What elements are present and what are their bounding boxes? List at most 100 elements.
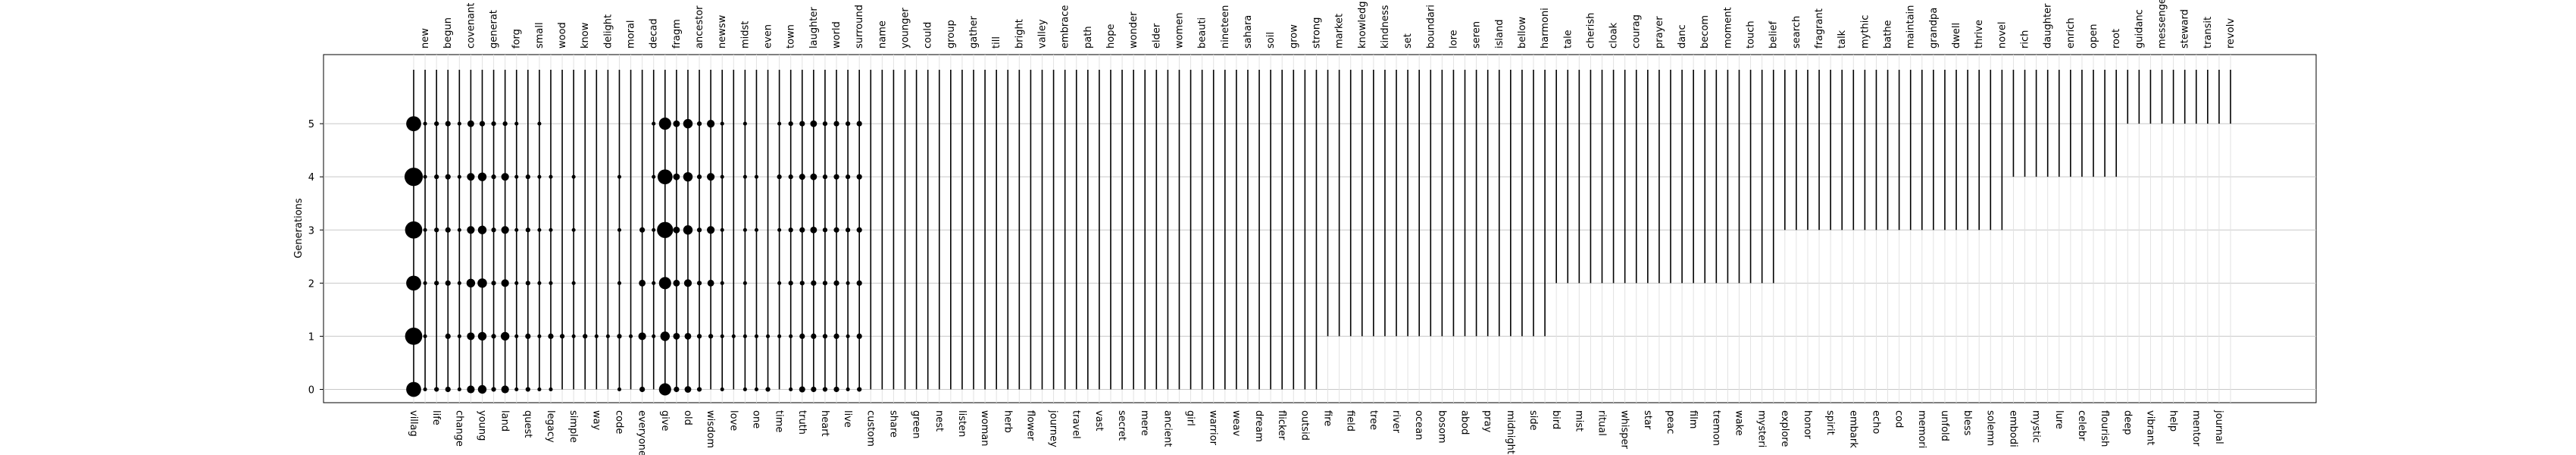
bottom-word-label: pray — [1482, 410, 1493, 433]
bottom-word-label: everyone — [636, 410, 648, 455]
bottom-word-label: lure — [2053, 410, 2065, 429]
top-word-label: talk — [1837, 30, 1848, 49]
word-dot — [491, 387, 496, 392]
word-dot — [514, 281, 519, 285]
word-dot — [683, 225, 693, 235]
word-dot — [423, 281, 427, 285]
word-dot — [467, 173, 475, 181]
word-dot — [657, 221, 674, 238]
word-dot — [652, 121, 656, 126]
top-word-label: kindness — [1380, 5, 1391, 49]
top-word-label: island — [1494, 20, 1505, 49]
bottom-word-label: woman — [979, 410, 990, 446]
top-word-label: danc — [1677, 24, 1688, 49]
word-dot — [549, 281, 553, 285]
top-word-label: till — [991, 36, 1002, 49]
top-word-label: could — [923, 22, 934, 49]
word-dot — [720, 121, 724, 126]
word-dot — [434, 174, 439, 180]
top-word-label: grow — [1288, 24, 1299, 49]
word-dot — [571, 281, 576, 285]
word-dot — [696, 174, 702, 180]
word-dot — [537, 121, 542, 126]
word-dot — [405, 328, 423, 345]
bottom-word-label: time — [774, 410, 785, 432]
word-dot — [658, 118, 671, 130]
bottom-word-label: film — [1687, 410, 1699, 428]
bottom-word-label: unfold — [1939, 410, 1950, 441]
y-tick-label: 0 — [308, 384, 314, 396]
word-dot — [617, 174, 622, 179]
word-dot — [684, 332, 692, 340]
top-word-label: covenant — [465, 3, 477, 49]
word-dot — [605, 334, 610, 338]
top-word-label: fragrant — [1814, 8, 1825, 49]
word-dot — [799, 281, 805, 286]
top-word-label: delight — [602, 14, 614, 49]
top-word-label: cloak — [1608, 22, 1620, 49]
top-word-label: novel — [1996, 22, 2008, 49]
word-dot — [525, 228, 530, 233]
word-dot — [549, 174, 553, 179]
word-dot — [660, 331, 671, 341]
bottom-word-label: mist — [1573, 410, 1584, 431]
word-dot — [799, 227, 805, 233]
word-dot — [822, 228, 828, 233]
word-dot — [833, 280, 839, 286]
bottom-word-label: secret — [1116, 410, 1127, 441]
top-word-label: moral — [626, 20, 637, 49]
word-dot — [674, 386, 680, 393]
bottom-word-label: solemn — [1984, 410, 1996, 446]
word-dot — [537, 334, 542, 338]
word-dot — [696, 334, 702, 339]
word-dot — [617, 228, 622, 232]
bottom-word-label: explore — [1779, 410, 1790, 447]
bottom-word-label: travel — [1071, 410, 1082, 439]
bottom-word-label: journey — [1048, 410, 1059, 447]
bottom-word-label: bless — [1962, 410, 1973, 436]
top-word-label: path — [1083, 26, 1094, 49]
word-dot — [754, 174, 758, 179]
word-dot — [491, 334, 496, 339]
word-dot — [406, 116, 421, 131]
top-word-label: maintain — [1905, 5, 1917, 49]
top-word-label: name — [877, 20, 888, 49]
top-word-label: moment — [1722, 7, 1733, 49]
word-dot — [683, 171, 693, 182]
word-dot — [423, 228, 427, 232]
word-dot — [833, 386, 839, 393]
bottom-word-label: land — [499, 410, 511, 431]
top-word-label: wonder — [1128, 11, 1140, 49]
bottom-word-label: side — [1527, 410, 1539, 431]
word-dot — [617, 387, 622, 392]
word-dot — [833, 333, 839, 340]
word-dot — [434, 121, 439, 127]
word-dot — [788, 228, 793, 233]
word-dot — [405, 221, 423, 239]
bottom-word-label: midnight — [1505, 410, 1516, 454]
word-dot — [652, 334, 656, 338]
word-dot — [658, 277, 671, 290]
top-word-label: touch — [1746, 20, 1757, 49]
word-dot — [477, 331, 487, 341]
word-dot — [537, 281, 542, 285]
bottom-word-label: wisdom — [705, 410, 716, 448]
top-word-label: valley — [1036, 19, 1048, 49]
word-dot — [696, 228, 702, 233]
y-axis-label: Generations — [293, 198, 305, 259]
word-dot — [445, 280, 451, 286]
top-word-label: know — [580, 22, 591, 49]
word-dot — [810, 173, 818, 180]
word-dot — [537, 228, 542, 232]
word-dot — [754, 387, 758, 392]
word-dot — [467, 120, 474, 127]
top-word-label: laughter — [808, 7, 820, 49]
word-dot — [822, 334, 828, 339]
top-word-label: grandpa — [1928, 8, 1940, 49]
word-dot — [423, 174, 427, 179]
bottom-word-label: journal — [2213, 410, 2224, 444]
word-dot — [445, 174, 451, 180]
word-dot — [696, 387, 702, 392]
word-dot — [673, 173, 680, 180]
word-dot — [765, 387, 771, 392]
